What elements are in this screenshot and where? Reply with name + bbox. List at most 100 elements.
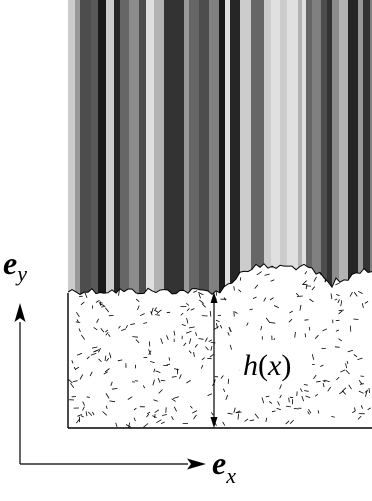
speckle-mark xyxy=(320,364,324,367)
speckle-mark xyxy=(158,389,163,394)
speckle-mark xyxy=(193,352,195,357)
speckle-mark xyxy=(82,401,85,406)
speckle-mark xyxy=(219,324,223,329)
speckle-mark xyxy=(193,290,198,293)
speckle-mark xyxy=(130,323,135,325)
speckle-mark xyxy=(271,410,276,413)
speckle-mark xyxy=(150,361,155,363)
speckle-mark xyxy=(186,380,191,384)
speckle-mark xyxy=(346,360,349,365)
speckle-mark xyxy=(334,298,338,301)
speckle-mark xyxy=(296,295,303,297)
speckle-mark xyxy=(135,380,139,382)
speckle-mark xyxy=(296,391,298,396)
stripe-column xyxy=(332,0,340,295)
speckle-mark xyxy=(160,338,163,344)
speckle-mark xyxy=(299,388,303,393)
speckle-mark xyxy=(342,391,347,395)
speckle-mark xyxy=(104,368,110,373)
speckle-mark xyxy=(173,330,176,336)
speckle-mark xyxy=(336,294,340,297)
speckle-mark xyxy=(127,396,133,400)
speckle-mark xyxy=(305,395,311,399)
speckle-mark xyxy=(143,322,148,324)
speckle-mark xyxy=(285,420,290,425)
speckle-mark xyxy=(279,384,282,390)
speckle-mark xyxy=(254,284,259,289)
speckle-mark xyxy=(323,379,330,383)
speckle-mark xyxy=(189,405,193,409)
speckle-mark xyxy=(186,308,190,312)
speckle-mark xyxy=(110,381,113,387)
stripe-column xyxy=(106,0,115,295)
speckle-mark xyxy=(156,309,162,314)
axis-x-arrowhead xyxy=(187,458,206,470)
speckle-mark xyxy=(150,311,153,316)
speckle-mark xyxy=(73,366,76,371)
speckle-mark xyxy=(105,332,109,336)
speckle-mark xyxy=(209,311,212,317)
speckle-mark xyxy=(133,417,136,422)
speckle-mark xyxy=(322,383,325,388)
speckle-mark xyxy=(235,410,241,414)
stripe-column xyxy=(80,0,92,295)
speckle-mark xyxy=(273,305,279,309)
rough-interface-line xyxy=(67,263,372,296)
speckle-mark xyxy=(227,332,230,336)
speckle-mark xyxy=(358,380,363,385)
speckle-mark xyxy=(91,346,98,349)
speckle-mark xyxy=(152,379,155,386)
speckle-mark xyxy=(128,422,131,428)
speckle-mark xyxy=(153,399,158,402)
speckle-mark xyxy=(302,280,307,285)
speckle-mark xyxy=(185,330,192,334)
speckle-mark xyxy=(338,338,343,342)
speckle-mark xyxy=(307,411,310,415)
stripe-column xyxy=(312,0,322,295)
speckle-mark xyxy=(156,419,162,424)
speckle-mark xyxy=(70,382,75,389)
speckle-mark xyxy=(365,390,368,397)
speckle-mark xyxy=(304,390,309,392)
speckle-mark xyxy=(98,358,102,363)
speckle-mark xyxy=(76,352,83,356)
speckle-mark xyxy=(186,317,189,324)
speckle-mark xyxy=(135,298,140,303)
speckle-mark xyxy=(154,409,160,413)
speckle-mark xyxy=(301,395,304,402)
speckle-mark xyxy=(172,396,179,399)
speckle-mark xyxy=(233,286,235,291)
speckle-mark xyxy=(188,350,192,354)
speckle-mark xyxy=(99,302,103,304)
speckle-mark xyxy=(225,394,229,401)
speckle-mark xyxy=(171,376,177,378)
speckle-mark xyxy=(244,418,249,422)
speckle-mark xyxy=(115,422,118,428)
speckle-mark xyxy=(265,417,268,422)
speckle-mark xyxy=(125,325,128,329)
speckle-mark xyxy=(90,352,97,356)
speckle-mark xyxy=(216,323,218,329)
speckle-mark xyxy=(85,411,88,417)
speckle-mark xyxy=(180,312,184,316)
speckle-mark xyxy=(288,318,293,323)
speckle-mark xyxy=(166,335,169,340)
stripe-column xyxy=(306,0,313,295)
speckle-mark xyxy=(357,290,363,294)
speckle-mark xyxy=(201,303,206,308)
speckle-mark xyxy=(82,406,85,411)
stripe-column xyxy=(348,0,359,295)
stripe-column xyxy=(225,0,231,295)
speckle-mark xyxy=(277,401,280,406)
speckle-mark xyxy=(367,407,371,411)
speckle-mark xyxy=(260,326,263,331)
speckle-mark xyxy=(102,411,108,416)
speckle-mark xyxy=(302,283,308,286)
speckle-mark xyxy=(151,307,154,314)
speckle-mark xyxy=(75,366,80,370)
speckle-mark xyxy=(78,328,81,332)
speckle-mark xyxy=(121,328,127,331)
speckle-mark xyxy=(249,419,255,422)
speckle-mark xyxy=(75,311,80,318)
speckle-mark xyxy=(331,416,335,418)
